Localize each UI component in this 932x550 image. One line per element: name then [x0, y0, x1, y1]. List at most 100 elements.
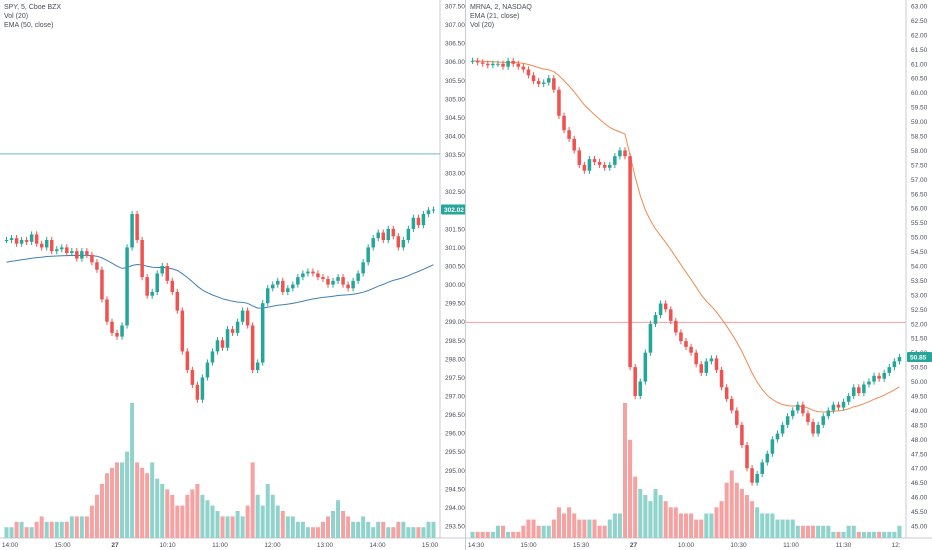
spy-candle[interactable] [120, 325, 124, 337]
spy-candle[interactable] [255, 362, 260, 370]
spy-candle[interactable] [39, 243, 44, 248]
spy-candle[interactable] [24, 240, 29, 242]
spy-candle[interactable] [190, 370, 195, 385]
spy-candle[interactable] [431, 209, 436, 211]
spy-candle[interactable] [180, 310, 185, 352]
spy-candle[interactable] [391, 228, 396, 237]
mrna-candle[interactable] [501, 63, 505, 67]
spy-candle[interactable] [276, 280, 280, 285]
spy-candle[interactable] [346, 284, 350, 289]
mrna-candle[interactable] [699, 364, 704, 373]
mrna-candle[interactable] [694, 352, 698, 365]
spy-candle[interactable] [200, 377, 205, 400]
mrna-candle[interactable] [709, 358, 714, 362]
mrna-candle[interactable] [714, 358, 719, 370]
mrna-candle[interactable] [729, 398, 734, 411]
mrna-candle[interactable] [587, 159, 592, 171]
mrna-candle[interactable] [892, 361, 897, 368]
mrna-candle[interactable] [486, 63, 490, 66]
spy-candle[interactable] [80, 251, 84, 259]
mrna-candle[interactable] [704, 361, 709, 373]
spy-candle[interactable] [270, 284, 275, 289]
spy-candle[interactable] [115, 332, 119, 337]
spy-candle[interactable] [250, 325, 255, 370]
mrna-candle[interactable] [765, 453, 770, 463]
spy-candle[interactable] [170, 280, 175, 292]
mrna-candle[interactable] [719, 370, 724, 388]
mrna-candle[interactable] [821, 416, 826, 425]
spy-candle[interactable] [225, 329, 230, 348]
spy-candle[interactable] [150, 292, 154, 296]
spy-legend-ema[interactable]: EMA (50, close) [4, 22, 54, 29]
spy-candle[interactable] [240, 310, 245, 322]
mrna-candle[interactable] [846, 396, 851, 402]
spy-candle[interactable] [70, 251, 74, 253]
spy-candle[interactable] [321, 277, 325, 279]
mrna-legend-volume[interactable]: Vol (20) [470, 22, 495, 29]
spy-candle[interactable] [34, 234, 39, 244]
spy-candle[interactable] [155, 273, 159, 292]
spy-candle[interactable] [105, 299, 109, 322]
mrna-candle[interactable] [668, 309, 673, 321]
spy-candle[interactable] [165, 266, 170, 281]
mrna-candle[interactable] [470, 60, 475, 62]
spy-candle[interactable] [100, 269, 104, 300]
mrna-candle[interactable] [511, 60, 515, 64]
spy-candle[interactable] [215, 340, 220, 352]
mrna-candle[interactable] [480, 62, 485, 64]
mrna-candle[interactable] [602, 164, 607, 168]
spy-chart-pane[interactable]: SPY, 5, Cboe BZX Vol (20) EMA (50, close… [0, 0, 466, 550]
spy-candle[interactable] [386, 228, 391, 240]
mrna-candle[interactable] [536, 81, 541, 84]
spy-candle[interactable] [281, 280, 285, 292]
mrna-candle[interactable] [567, 130, 571, 139]
spy-candle[interactable] [376, 232, 380, 239]
spy-candle[interactable] [341, 277, 345, 285]
mrna-candle[interactable] [867, 381, 871, 385]
mrna-candle[interactable] [740, 424, 744, 446]
spy-candle[interactable] [401, 240, 406, 248]
spy-candle[interactable] [336, 277, 340, 281]
mrna-candle[interactable] [475, 60, 480, 63]
spy-candle[interactable] [306, 271, 310, 274]
mrna-candle[interactable] [577, 150, 582, 165]
mrna-legend-ema[interactable]: EMA (21, close) [470, 13, 520, 20]
spy-candle[interactable] [195, 384, 200, 400]
mrna-candle[interactable] [684, 341, 688, 347]
mrna-candle[interactable] [755, 474, 759, 483]
spy-candle[interactable] [301, 273, 305, 278]
mrna-candle[interactable] [562, 115, 566, 131]
spy-candle[interactable] [371, 238, 375, 248]
mrna-candle[interactable] [496, 63, 500, 65]
spy-candle[interactable] [175, 292, 180, 311]
spy-candle[interactable] [311, 271, 315, 274]
mrna-candle[interactable] [801, 404, 805, 414]
mrna-candle[interactable] [760, 462, 765, 474]
spy-candle[interactable] [210, 351, 215, 363]
spy-candle[interactable] [49, 240, 54, 252]
spy-candle[interactable] [205, 362, 210, 378]
mrna-candle[interactable] [541, 82, 546, 84]
spy-candle[interactable] [230, 329, 235, 333]
mrna-candle[interactable] [557, 89, 561, 116]
mrna-candle[interactable] [572, 138, 576, 151]
spy-candle[interactable] [220, 340, 225, 348]
mrna-candle[interactable] [897, 357, 902, 362]
spy-candle[interactable] [291, 284, 295, 289]
spy-candle[interactable] [14, 238, 19, 244]
spy-candle[interactable] [286, 288, 290, 292]
mrna-candle[interactable] [648, 323, 653, 353]
mrna-candle[interactable] [780, 424, 785, 434]
spy-candle[interactable] [361, 262, 365, 274]
spy-candle[interactable] [130, 214, 134, 248]
mrna-candle[interactable] [785, 416, 790, 425]
spy-candle[interactable] [396, 236, 401, 248]
mrna-candle[interactable] [633, 367, 637, 396]
spy-legend-volume[interactable]: Vol (20) [4, 13, 29, 20]
mrna-candle[interactable] [841, 401, 846, 408]
spy-candle[interactable] [356, 273, 360, 281]
mrna-candle[interactable] [689, 346, 693, 353]
mrna-candle[interactable] [735, 410, 739, 425]
mrna-candle[interactable] [775, 433, 780, 440]
spy-candle[interactable] [95, 262, 99, 270]
